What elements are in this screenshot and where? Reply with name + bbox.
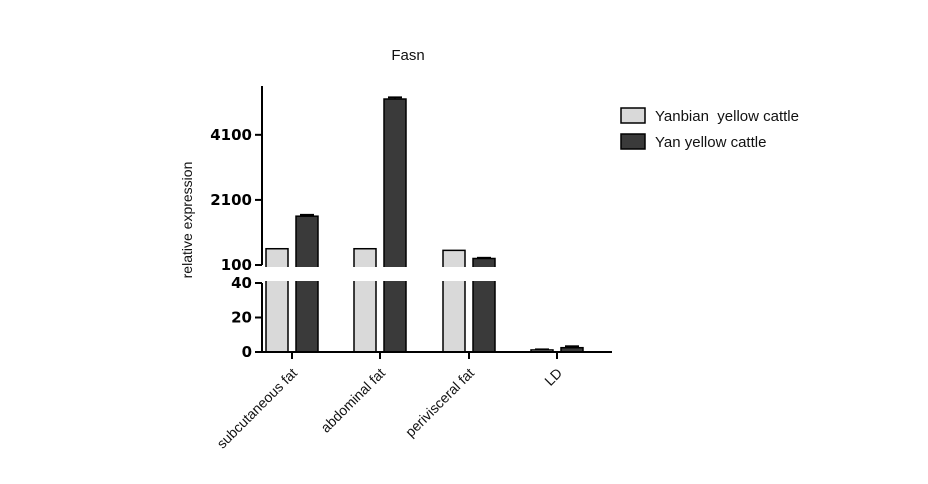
y-tick-label: 100: [221, 256, 252, 274]
y-tick-label: 0: [242, 343, 252, 361]
legend-label: Yan yellow cattle: [655, 134, 766, 151]
y-tick-label: 4100: [210, 126, 252, 144]
bar-0-1: [295, 215, 319, 353]
legend-label: Yanbian yellow cattle: [655, 108, 799, 125]
category-label: subcutaneous fat: [213, 365, 300, 452]
bar-0-0: [265, 247, 289, 353]
bar-2-0: [442, 249, 466, 353]
y-axis-title: relative expression: [179, 162, 195, 279]
category-label: perivisceral fat: [402, 365, 477, 440]
y-tick-label: 40: [231, 274, 252, 292]
legend: Yanbian yellow cattle Yan yellow cattle: [620, 107, 799, 151]
chart-title: Fasn: [391, 47, 424, 64]
category-label: LD: [541, 365, 565, 389]
legend-swatch: [620, 133, 646, 150]
axis-break-gap: [258, 267, 612, 281]
y-tick-label: 20: [231, 309, 252, 327]
bars-layer: [258, 96, 612, 353]
bar-1-0: [353, 247, 377, 353]
bar-1-1: [383, 98, 407, 353]
category-label: abdominal fat: [317, 365, 388, 436]
legend-swatch: [620, 107, 646, 124]
y-tick-label: 2100: [210, 191, 252, 209]
